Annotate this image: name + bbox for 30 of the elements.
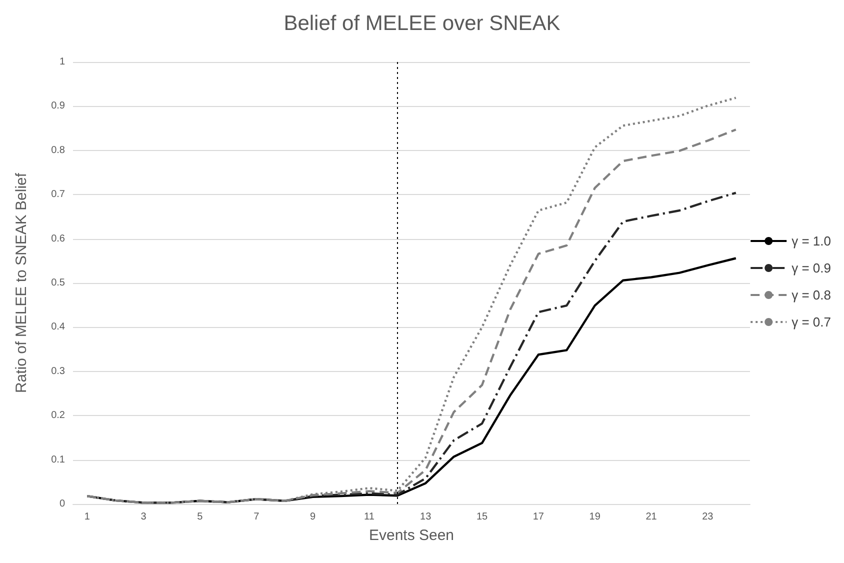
y-tick-label: 0 [59, 498, 66, 510]
y-tick-label: 0.6 [51, 233, 66, 244]
legend-label: γ = 0.9 [792, 260, 832, 276]
y-tick-label: 0.2 [51, 410, 66, 422]
x-tick-label: 23 [702, 512, 714, 522]
y-tick-label: 1 [59, 56, 66, 68]
x-tick-label: 9 [310, 512, 316, 522]
x-tick-label: 11 [364, 512, 375, 522]
x-tick-label: 5 [197, 512, 204, 522]
x-tick-label: 3 [140, 512, 147, 522]
x-tick-label: 7 [254, 512, 260, 522]
y-tick-label: 0.8 [51, 144, 66, 156]
legend-label: γ = 0.8 [792, 288, 832, 302]
y-tick-label: 0.4 [51, 322, 66, 333]
y-tick-label: 0.3 [51, 366, 66, 377]
legend-label: γ = 1.0 [792, 234, 832, 248]
x-axis-title: Events Seen [368, 527, 454, 544]
y-tick-label: 0.7 [51, 189, 66, 200]
legend-label: γ = 0.7 [792, 314, 832, 330]
y-tick-label: 0.9 [51, 100, 66, 112]
x-tick-label: 1 [84, 512, 90, 522]
x-tick-label: 17 [532, 512, 544, 522]
x-tick-label: 21 [646, 512, 658, 522]
x-tick-label: 15 [476, 512, 488, 522]
y-axis-title: Ratio of MELEE to SNEAK Belief [13, 172, 30, 394]
y-tick-label: 0.1 [51, 454, 66, 466]
x-tick-label: 13 [420, 512, 432, 522]
x-tick-label: 19 [589, 512, 601, 522]
y-tick-label: 0.5 [51, 278, 66, 288]
chart-title: Belief of MELEE over SNEAK [284, 12, 560, 35]
